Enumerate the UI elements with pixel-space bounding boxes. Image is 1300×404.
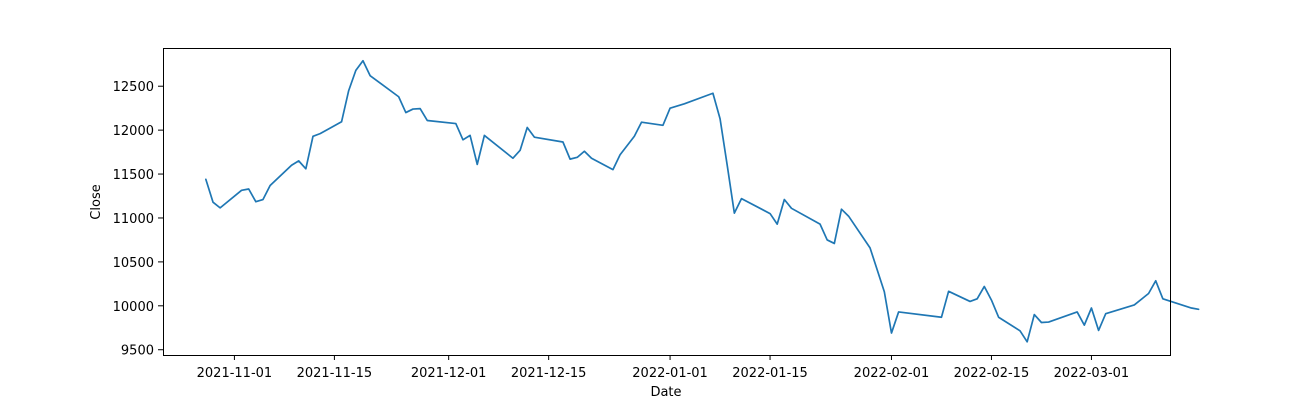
x-axis-label: Date xyxy=(650,385,681,400)
x-tick-label: 2021-11-15 xyxy=(297,366,373,381)
y-tick-label: 12500 xyxy=(113,80,154,95)
y-tick-label: 10000 xyxy=(113,300,154,315)
x-tick-label: 2022-02-15 xyxy=(954,366,1030,381)
x-tick-label: 2022-02-01 xyxy=(854,366,930,381)
x-axis-ticks: 2021-11-01 2021-11-15 2021-12-01 2021-12-15… xyxy=(197,355,1130,381)
x-tick-label: 2021-11-01 xyxy=(197,366,273,381)
y-tick-label: 11500 xyxy=(113,168,154,183)
x-tick-label: 2022-03-01 xyxy=(1054,366,1130,381)
series-line xyxy=(205,59,1200,343)
y-tick-label: 11000 xyxy=(113,212,154,227)
x-tick-label: 2021-12-15 xyxy=(511,366,587,381)
y-axis-label: Close xyxy=(89,184,104,219)
y-tick-label: 12000 xyxy=(113,124,154,139)
plot-frame xyxy=(163,48,1171,356)
x-tick-label: 2022-01-01 xyxy=(632,366,708,381)
y-tick-label: 9500 xyxy=(121,344,154,359)
x-tick-label: 2021-12-01 xyxy=(411,366,487,381)
y-tick-label: 10500 xyxy=(113,256,154,271)
y-axis-ticks: 9500 10000 10500 11000 11500 12000 12500 xyxy=(113,80,163,359)
x-tick-label: 2022-01-15 xyxy=(732,366,808,381)
